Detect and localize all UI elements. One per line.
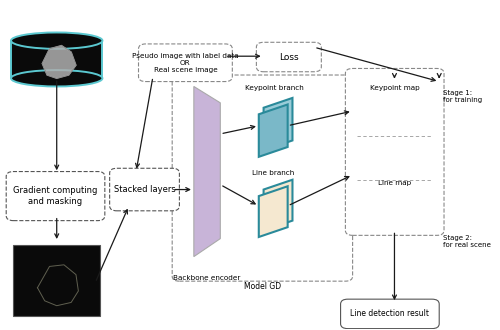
Text: Keypoint map: Keypoint map xyxy=(370,85,420,91)
Ellipse shape xyxy=(11,70,102,86)
Text: Stage 2:
for real scene: Stage 2: for real scene xyxy=(443,235,491,248)
FancyBboxPatch shape xyxy=(172,75,352,281)
FancyBboxPatch shape xyxy=(6,172,105,221)
Text: Keypoint branch: Keypoint branch xyxy=(246,85,304,91)
Polygon shape xyxy=(259,105,288,157)
FancyBboxPatch shape xyxy=(346,68,444,235)
FancyBboxPatch shape xyxy=(14,245,100,315)
Polygon shape xyxy=(42,46,76,78)
Text: Line detection result: Line detection result xyxy=(350,310,430,318)
Polygon shape xyxy=(194,86,220,257)
Ellipse shape xyxy=(11,32,102,49)
Text: Gradient computing
and masking: Gradient computing and masking xyxy=(14,186,98,206)
Text: Line map: Line map xyxy=(378,180,411,186)
FancyBboxPatch shape xyxy=(110,168,180,211)
Polygon shape xyxy=(259,186,288,237)
FancyBboxPatch shape xyxy=(138,44,232,82)
Text: Backbone encoder: Backbone encoder xyxy=(173,275,240,281)
Text: Line branch: Line branch xyxy=(252,170,294,176)
FancyBboxPatch shape xyxy=(256,42,322,72)
Polygon shape xyxy=(264,98,292,150)
Text: Loss: Loss xyxy=(279,52,298,61)
Text: Model GD: Model GD xyxy=(244,282,281,291)
FancyBboxPatch shape xyxy=(11,41,102,78)
Text: Pseudo image with label data
OR
Real scene image: Pseudo image with label data OR Real sce… xyxy=(132,53,238,73)
FancyBboxPatch shape xyxy=(340,299,439,329)
Text: Stage 1:
for training: Stage 1: for training xyxy=(443,90,482,103)
Text: Stacked layers: Stacked layers xyxy=(114,185,176,194)
Polygon shape xyxy=(264,180,292,230)
